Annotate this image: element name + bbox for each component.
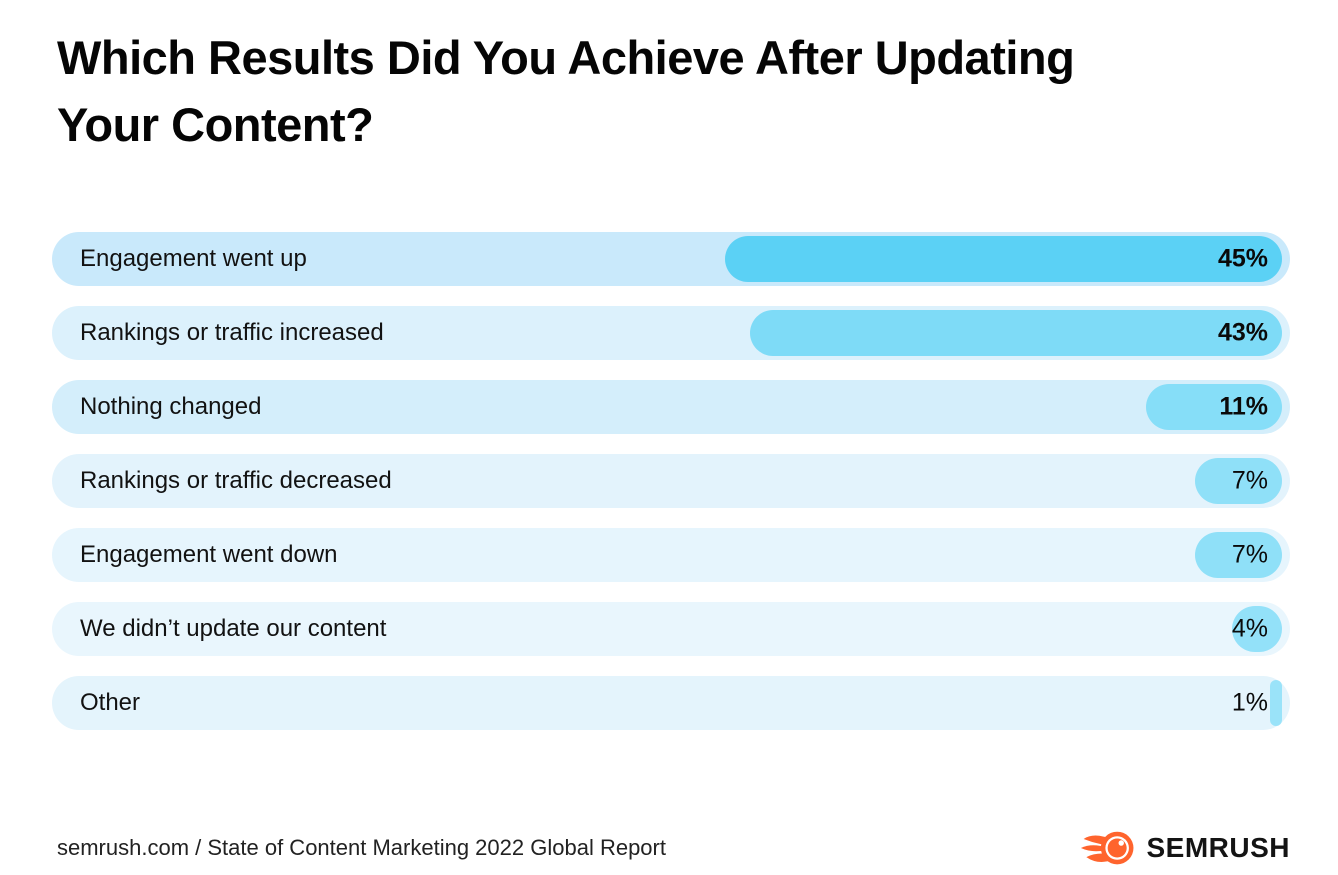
bar-label: Engagement went up (80, 245, 307, 272)
bar (1232, 606, 1282, 652)
bar-value: 45% (1217, 244, 1268, 273)
semrush-logo: SEMRUSH (1080, 828, 1290, 868)
chart-row: Nothing changed 11% (52, 380, 1290, 434)
bar-label: Rankings or traffic decreased (80, 467, 392, 494)
semrush-logo-text: SEMRUSH (1146, 832, 1290, 863)
bar (1145, 384, 1282, 430)
page-title: Which Results Did You Achieve After Upda… (57, 24, 1297, 158)
bar (1195, 532, 1282, 578)
bar-label: Nothing changed (80, 393, 262, 420)
bar (1269, 680, 1282, 726)
semrush-flame-icon (1081, 831, 1134, 865)
bar-label: Other (80, 689, 141, 716)
source-text: semrush.com / State of Content Marketing… (57, 835, 666, 860)
bar-label: Engagement went down (80, 541, 338, 568)
page-title-line2: Your Content? (57, 98, 374, 151)
page-title-line1: Which Results Did You Achieve After Upda… (57, 31, 1075, 84)
chart-row: We didn’t update our content 4% (52, 602, 1290, 656)
chart-row: Engagement went up 45% (52, 232, 1290, 286)
bar-value: 7% (1231, 540, 1268, 569)
bar-value: 1% (1231, 688, 1268, 717)
bar-label: We didn’t update our content (80, 615, 387, 642)
chart-row: Other 1% (52, 676, 1290, 730)
bar-value: 43% (1217, 318, 1268, 347)
chart-row: Engagement went down 7% (52, 528, 1290, 582)
chart-row: Rankings or traffic increased 43% (52, 306, 1290, 360)
bar-value: 11% (1219, 392, 1268, 421)
bar (1195, 458, 1282, 504)
bar-label: Rankings or traffic increased (80, 319, 384, 346)
bar (724, 236, 1282, 282)
chart-row: Rankings or traffic decreased 7% (52, 454, 1290, 508)
bar (749, 310, 1282, 356)
bar-value: 7% (1231, 466, 1268, 495)
bar-chart: Engagement went up 45% Rankings or traff… (52, 232, 1290, 750)
bar-value: 4% (1231, 614, 1268, 643)
